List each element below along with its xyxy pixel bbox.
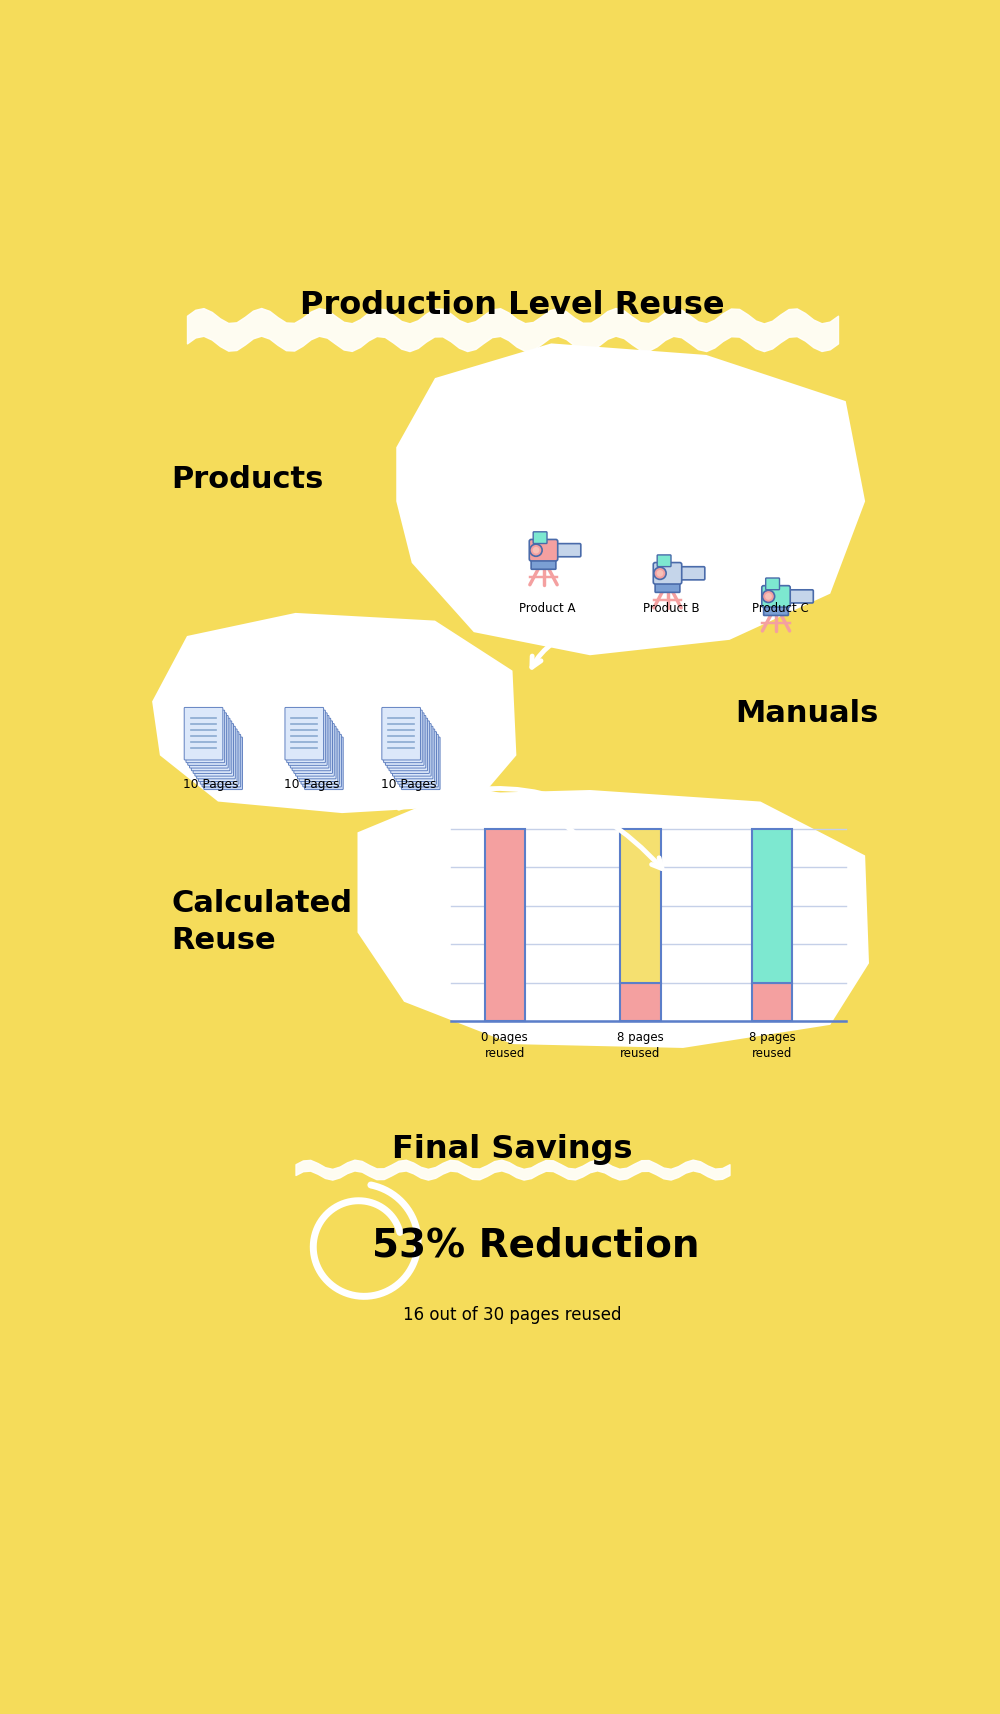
Circle shape	[530, 545, 542, 557]
Text: 16 out of 30 pages reused: 16 out of 30 pages reused	[403, 1304, 622, 1323]
FancyBboxPatch shape	[202, 735, 241, 787]
Bar	[752, 982, 792, 1022]
Circle shape	[765, 593, 772, 600]
FancyBboxPatch shape	[197, 727, 235, 780]
Text: Manuals: Manuals	[735, 699, 879, 728]
FancyBboxPatch shape	[292, 718, 331, 771]
Text: Production Level Reuse: Production Level Reuse	[300, 290, 725, 321]
FancyBboxPatch shape	[285, 708, 324, 761]
Polygon shape	[396, 345, 865, 656]
Text: 10 Pages: 10 Pages	[183, 778, 239, 790]
FancyBboxPatch shape	[393, 723, 431, 776]
FancyBboxPatch shape	[204, 737, 242, 790]
Circle shape	[654, 567, 666, 579]
Text: Product C: Product C	[752, 602, 808, 615]
FancyBboxPatch shape	[653, 564, 682, 584]
FancyBboxPatch shape	[184, 708, 223, 761]
Text: 8 pages
reused: 8 pages reused	[749, 1030, 796, 1059]
Text: 8 pages
reused: 8 pages reused	[617, 1030, 664, 1059]
FancyBboxPatch shape	[387, 716, 426, 768]
FancyBboxPatch shape	[193, 722, 232, 775]
Bar	[752, 830, 792, 982]
FancyBboxPatch shape	[305, 737, 343, 790]
Text: Calculated
Reuse: Calculated Reuse	[172, 888, 352, 955]
FancyBboxPatch shape	[303, 735, 341, 787]
FancyBboxPatch shape	[546, 545, 581, 557]
Text: 10 Pages: 10 Pages	[381, 778, 436, 790]
Text: 53% Reduction: 53% Reduction	[372, 1226, 700, 1263]
FancyBboxPatch shape	[778, 590, 813, 603]
FancyBboxPatch shape	[290, 716, 329, 768]
FancyBboxPatch shape	[296, 723, 334, 776]
FancyBboxPatch shape	[188, 713, 226, 766]
FancyBboxPatch shape	[398, 732, 437, 785]
FancyBboxPatch shape	[766, 579, 780, 590]
FancyBboxPatch shape	[382, 708, 420, 761]
FancyBboxPatch shape	[396, 730, 435, 782]
Text: 10 Pages: 10 Pages	[284, 778, 340, 790]
FancyBboxPatch shape	[297, 727, 336, 780]
FancyBboxPatch shape	[400, 735, 438, 787]
FancyBboxPatch shape	[287, 711, 325, 763]
FancyBboxPatch shape	[389, 718, 428, 771]
FancyBboxPatch shape	[195, 723, 234, 776]
Circle shape	[533, 547, 539, 554]
FancyBboxPatch shape	[200, 732, 239, 785]
Text: Products: Products	[172, 464, 324, 494]
FancyBboxPatch shape	[764, 605, 788, 615]
Bar	[485, 830, 525, 1022]
FancyBboxPatch shape	[299, 730, 338, 782]
FancyBboxPatch shape	[394, 727, 433, 780]
FancyBboxPatch shape	[670, 567, 705, 581]
FancyBboxPatch shape	[391, 722, 429, 775]
FancyBboxPatch shape	[533, 533, 547, 543]
FancyBboxPatch shape	[301, 732, 340, 785]
FancyBboxPatch shape	[294, 722, 332, 775]
FancyBboxPatch shape	[531, 559, 556, 571]
FancyBboxPatch shape	[401, 737, 440, 790]
Bar	[620, 982, 661, 1022]
FancyBboxPatch shape	[657, 555, 671, 567]
Text: Product B: Product B	[643, 602, 700, 615]
Text: 0 pages
reused: 0 pages reused	[481, 1030, 528, 1059]
Text: Final Savings: Final Savings	[392, 1133, 633, 1164]
Polygon shape	[358, 790, 869, 1049]
Bar	[620, 830, 661, 982]
FancyBboxPatch shape	[385, 713, 424, 766]
FancyBboxPatch shape	[289, 713, 327, 766]
Text: Product A: Product A	[519, 602, 576, 615]
FancyBboxPatch shape	[762, 586, 790, 608]
FancyBboxPatch shape	[191, 718, 230, 771]
FancyBboxPatch shape	[198, 730, 237, 782]
FancyBboxPatch shape	[190, 716, 228, 768]
Polygon shape	[152, 614, 516, 814]
FancyBboxPatch shape	[655, 583, 680, 593]
FancyBboxPatch shape	[529, 540, 558, 562]
FancyBboxPatch shape	[186, 711, 225, 763]
Circle shape	[657, 571, 663, 578]
Circle shape	[762, 591, 775, 603]
FancyBboxPatch shape	[384, 711, 422, 763]
